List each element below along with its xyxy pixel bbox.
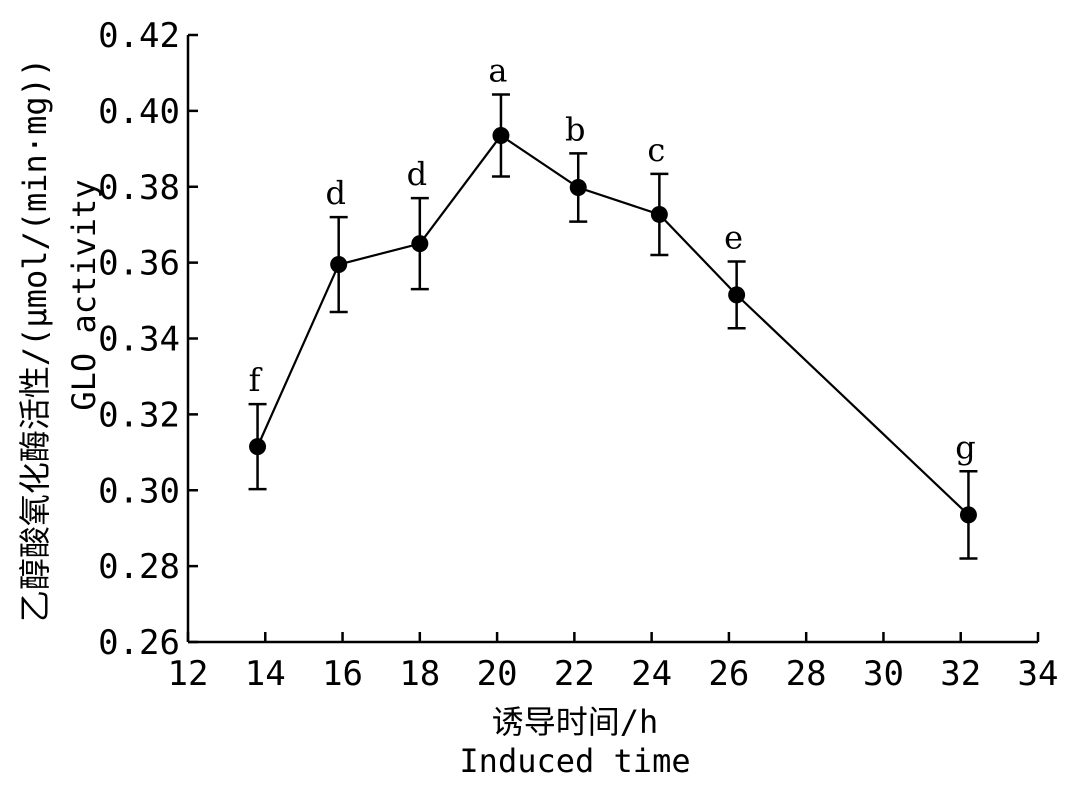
- series-line: [256, 134, 970, 516]
- significance-label: f: [249, 361, 263, 399]
- y-axis-title-zh: 乙醇酸氧化酶活性/(μmol/(min·mg)): [16, 58, 54, 622]
- y-tick-label: 0.38: [98, 168, 180, 208]
- significance-label: c: [647, 131, 665, 169]
- data-point: [569, 179, 587, 197]
- significance-label: g: [955, 428, 975, 466]
- data-point: [492, 127, 510, 145]
- significance-label: d: [325, 174, 345, 212]
- x-tick-label: 34: [1018, 654, 1059, 694]
- x-tick-label: 24: [631, 654, 672, 694]
- x-axis-title-en: Induced time: [459, 742, 690, 780]
- significance-label: b: [565, 110, 585, 148]
- x-tick-label: 14: [245, 654, 286, 694]
- data-point: [249, 438, 267, 456]
- x-tick-label: 22: [554, 654, 595, 694]
- data-point: [411, 235, 429, 253]
- x-tick-label: 30: [863, 654, 904, 694]
- data-point: [728, 286, 746, 304]
- data-point: [650, 205, 668, 223]
- y-tick-label: 0.28: [98, 547, 180, 587]
- series-layer: f d d a b c e g: [248, 52, 978, 560]
- y-tick-label: 0.42: [98, 16, 180, 56]
- x-tick-label: 12: [168, 654, 209, 694]
- x-tick-label: 18: [399, 654, 440, 694]
- y-tick-label: 0.36: [98, 244, 180, 284]
- y-axis-title-en: GLO activity: [65, 179, 103, 410]
- x-tick-label: 32: [940, 654, 981, 694]
- significance-label: a: [488, 52, 507, 90]
- x-tick-label: 16: [322, 654, 363, 694]
- x-axis-title-zh: 诱导时间/h: [492, 703, 659, 741]
- x-tick-label: 26: [708, 654, 749, 694]
- y-tick-label: 0.32: [98, 395, 180, 435]
- y-tick-label: 0.26: [98, 623, 180, 663]
- significance-label: e: [724, 218, 743, 256]
- x-tick-label: 20: [477, 654, 518, 694]
- data-point: [959, 506, 977, 524]
- y-tick-label: 0.40: [98, 92, 180, 132]
- y-tick-label: 0.34: [98, 320, 180, 360]
- x-tick-label: 28: [786, 654, 827, 694]
- axes: 12 14 16 18 20 22 24 26 28 30 32 34 0.26 0.28 0.30 0.32…: [98, 16, 1058, 694]
- significance-label: d: [407, 155, 427, 193]
- data-point: [330, 256, 348, 274]
- y-tick-label: 0.30: [98, 471, 180, 511]
